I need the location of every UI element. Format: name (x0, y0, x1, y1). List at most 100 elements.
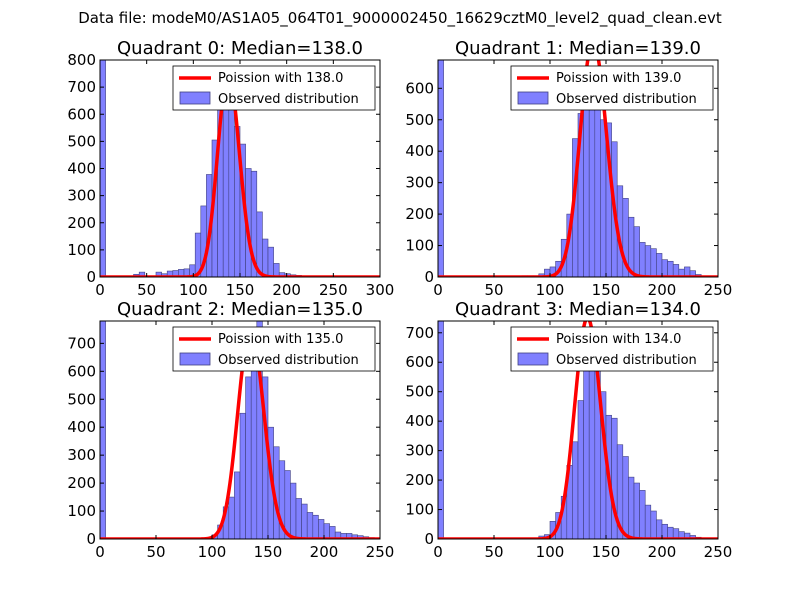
x-tick-label: 200 (310, 543, 339, 561)
y-tick-label: 200 (405, 471, 434, 489)
chart-panel-2: 0 50 100 150 200 250 0 100 200 300 400 500 600 700 Qua… (67, 299, 394, 561)
y-tick-label: 500 (405, 111, 434, 129)
poisson-curve (438, 60, 718, 277)
y-tick-label: 600 (67, 362, 96, 380)
hist-bar (239, 412, 246, 539)
chart-title: Quadrant 0: Median=138.0 (117, 38, 363, 59)
hist-bar (650, 510, 657, 539)
hist-bar (588, 81, 596, 277)
legend-patch-swatch (179, 91, 211, 105)
plot-area (100, 60, 380, 277)
legend-patch-swatch (517, 352, 549, 366)
hist-bar (667, 260, 674, 277)
y-tick-label: 300 (405, 442, 434, 460)
y-tick-label: 600 (405, 79, 434, 97)
legend-label-poisson: Poission with 134.0 (556, 332, 681, 347)
x-tick-label: 300 (366, 281, 395, 299)
figure-title: Data file: modeM0/AS1A05_064T01_90000024… (78, 9, 722, 27)
y-tick-label: 500 (67, 390, 96, 408)
x-tick-label: 50 (146, 543, 165, 561)
hist-bar (100, 321, 106, 539)
hist-bar (600, 119, 607, 277)
hist-bar (639, 242, 646, 277)
y-tick-label: 100 (405, 501, 434, 519)
legend: Poission with 138.0 Observed distribution (172, 65, 376, 111)
x-tick-label: 150 (592, 281, 621, 299)
x-tick-label: 0 (95, 543, 105, 561)
y-tick-label: 200 (67, 474, 96, 492)
plot-area (438, 60, 718, 277)
y-tick-label: 400 (67, 418, 96, 436)
hist-bar (250, 354, 258, 539)
hist-bar (622, 456, 629, 539)
hist-bar (633, 226, 640, 277)
chart-panel-3: 0 50 100 150 200 250 0 100 200 300 400 500 600 700 Qua… (405, 299, 732, 561)
legend: Poission with 135.0 Observed distribution (172, 326, 376, 372)
hist-bar (650, 248, 657, 277)
hist-bar (628, 476, 635, 539)
hist-bar (583, 358, 590, 539)
hist-bar (656, 519, 663, 539)
chart-panel-1: 0 50 100 150 200 250 0 100 200 300 400 500 600 Quadra… (405, 38, 732, 299)
axes-frame (437, 59, 719, 278)
legend: Poission with 134.0 Observed distribution (510, 326, 714, 372)
chart-title: Quadrant 2: Median=135.0 (117, 299, 363, 320)
y-tick-label: 700 (67, 334, 96, 352)
legend-patch-swatch (179, 352, 211, 366)
hist-bar (228, 96, 235, 277)
x-tick-label: 50 (484, 543, 503, 561)
legend-label-observed: Observed distribution (218, 353, 359, 368)
y-tick-label: 0 (424, 268, 434, 286)
x-tick-label: 150 (592, 543, 621, 561)
y-tick-label: 200 (67, 214, 96, 232)
x-tick-label: 250 (319, 281, 348, 299)
poisson-curve (100, 327, 380, 539)
hist-bar (672, 264, 680, 277)
hist-bar (222, 100, 230, 277)
y-tick-label: 400 (405, 142, 434, 160)
hist-bar (577, 400, 584, 539)
hist-bar (329, 526, 336, 539)
hist-bar (572, 441, 579, 539)
y-tick-label: 800 (67, 51, 96, 69)
y-tick-label: 0 (86, 268, 96, 286)
x-tick-label: 200 (272, 281, 301, 299)
x-tick-label: 200 (648, 281, 677, 299)
hist-bar (245, 376, 252, 539)
hist-bar (644, 504, 652, 539)
hist-bar (661, 523, 668, 539)
x-tick-label: 200 (648, 543, 677, 561)
legend-label-observed: Observed distribution (218, 92, 359, 107)
y-tick-label: 100 (67, 502, 96, 520)
hist-bar (301, 503, 308, 539)
hist-bar (306, 512, 314, 539)
legend-label-poisson: Poission with 138.0 (218, 71, 343, 86)
x-tick-label: 0 (433, 543, 443, 561)
legend-patch-swatch (517, 91, 549, 105)
hist-bar (656, 253, 663, 277)
y-tick-label: 100 (67, 241, 96, 259)
y-tick-label: 400 (67, 160, 96, 178)
hist-bar (318, 519, 325, 539)
axes-frame (437, 320, 719, 540)
hist-bar (644, 245, 652, 277)
x-tick-label: 100 (536, 281, 565, 299)
legend-label-poisson: Poission with 139.0 (556, 71, 681, 86)
hist-bar (639, 490, 646, 539)
hist-bar (438, 321, 444, 539)
x-tick-label: 0 (95, 281, 105, 299)
hist-bar (661, 259, 668, 277)
legend-label-observed: Observed distribution (556, 92, 697, 107)
hist-bar (583, 100, 590, 277)
y-tick-label: 200 (405, 205, 434, 223)
x-tick-label: 100 (536, 543, 565, 561)
x-tick-label: 100 (198, 543, 227, 561)
x-tick-label: 250 (366, 543, 395, 561)
legend-label-poisson: Poission with 135.0 (218, 332, 343, 347)
hist-bar (228, 496, 235, 539)
y-tick-label: 300 (405, 174, 434, 192)
y-tick-label: 100 (405, 237, 434, 255)
hist-bar (267, 246, 274, 277)
y-tick-label: 500 (67, 132, 96, 150)
